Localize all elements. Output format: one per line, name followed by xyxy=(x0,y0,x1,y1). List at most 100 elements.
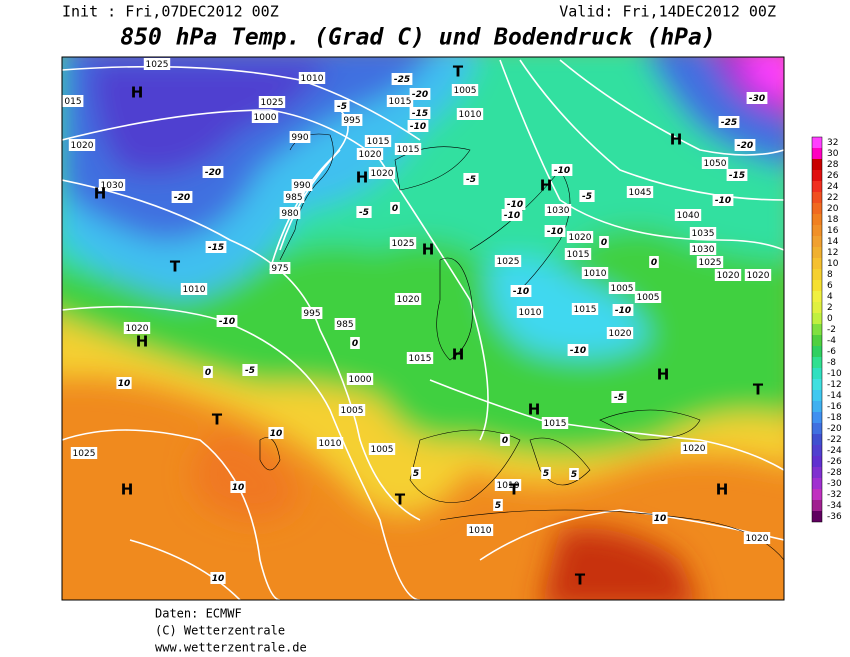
temperature-label: -20 xyxy=(205,168,221,178)
pressure-center: H xyxy=(657,366,670,384)
isobar-label: 1025 xyxy=(392,239,415,249)
isobar-label: 1020 xyxy=(746,534,769,544)
temperature-label-box xyxy=(411,467,421,479)
temperature-label-box xyxy=(356,206,372,218)
isobar-label: 1005 xyxy=(341,406,364,416)
colorbar-swatch xyxy=(812,225,822,236)
colorbar-swatch xyxy=(812,324,822,335)
isobar-label: 975 xyxy=(271,264,288,274)
isobar-label: 1000 xyxy=(254,113,277,123)
colorbar-label: -26 xyxy=(827,457,842,467)
isobar-label: 1030 xyxy=(547,206,570,216)
colorbar-label: 26 xyxy=(827,171,839,181)
footer-copyright: (C) Wetterzentrale xyxy=(155,624,285,638)
isobar-label: 1020 xyxy=(397,295,420,305)
isobar-label: 1010 xyxy=(519,308,542,318)
colorbar-swatch xyxy=(812,511,822,522)
temperature-label-box xyxy=(391,73,413,85)
isobar-label: 1015 xyxy=(567,250,590,260)
isobar-label-box xyxy=(279,207,301,219)
isobar-label-box xyxy=(743,532,771,544)
temperature-label-box xyxy=(504,198,526,210)
colorbar-label: -12 xyxy=(827,380,842,390)
isobar-label-box xyxy=(516,306,544,318)
colorbar-swatch xyxy=(812,258,822,269)
temperature-label-box xyxy=(510,285,532,297)
colorbar-swatch xyxy=(812,280,822,291)
isobar-label: 1005 xyxy=(611,284,634,294)
temperature-label-box xyxy=(210,572,226,584)
colorbar-swatch xyxy=(812,247,822,258)
temperature-label: 0 xyxy=(502,436,508,446)
isobar-label: 1020 xyxy=(71,141,94,151)
isobar-label-box xyxy=(341,114,363,126)
temperature-label: -10 xyxy=(615,306,631,316)
pressure-center: H xyxy=(136,333,149,351)
isobar-label-box xyxy=(334,318,356,330)
isobar-label-box xyxy=(494,479,522,491)
isobar-label: 1025 xyxy=(497,257,520,267)
colorbar-swatch xyxy=(812,192,822,203)
colorbar-label: 18 xyxy=(827,215,839,225)
isobar-label-box xyxy=(701,157,729,169)
temperature-label: -10 xyxy=(554,166,570,176)
colorbar-swatch xyxy=(812,423,822,434)
pressure-center: H xyxy=(528,401,541,419)
isobar-label: 1000 xyxy=(349,375,372,385)
colorbar-swatch xyxy=(812,478,822,489)
map: 1025 1010 1025 1000 995 990 1015 1020 1015 1020 99… xyxy=(62,57,784,600)
isobar-label: 1020 xyxy=(371,169,394,179)
isobar-label: 1015 xyxy=(397,145,420,155)
isobar-label-box xyxy=(283,191,305,203)
colorbar-label: -4 xyxy=(827,336,836,346)
pressure-center: H xyxy=(356,169,369,187)
colorbar-swatch xyxy=(812,335,822,346)
colorbar-label: 0 xyxy=(827,314,833,324)
isobar-label: 1030 xyxy=(101,181,124,191)
isobar-label-box xyxy=(368,443,396,455)
colorbar-swatch xyxy=(812,456,822,467)
pressure-center: H xyxy=(121,481,134,499)
colorbar-swatch xyxy=(812,181,822,192)
pressure-center: T xyxy=(395,491,406,509)
colorbar-label: 4 xyxy=(827,292,833,302)
colorbar-label: -16 xyxy=(827,402,842,412)
isobar-label-box xyxy=(251,111,279,123)
isobar-label: 990 xyxy=(291,133,308,143)
isobar-label-box xyxy=(564,248,592,260)
isobar-label: 995 xyxy=(303,309,320,319)
temperature-label: -10 xyxy=(504,211,520,221)
isobar-label-box xyxy=(714,269,742,281)
map-labels: 1025 1010 1025 1000 995 990 1015 1020 1015 1020 99… xyxy=(62,58,772,589)
isobar-label: 1020 xyxy=(609,329,632,339)
isobar-label-box xyxy=(368,167,396,179)
isobar-label: 1010 xyxy=(584,269,607,279)
colorbar-label: 28 xyxy=(827,160,839,170)
colorbar-label: -30 xyxy=(827,479,842,489)
temperature-label-box xyxy=(203,366,213,378)
isobar-label: 1040 xyxy=(677,211,700,221)
valid-time: Valid: Fri,14DEC2012 00Z xyxy=(559,3,776,21)
isobar-label-box xyxy=(338,404,366,416)
isobar-label-box xyxy=(634,291,662,303)
temperature-label-box xyxy=(205,241,227,253)
temperature-label: 5 xyxy=(571,470,577,480)
isobar-label: 1015 xyxy=(409,354,432,364)
isobar-label: 990 xyxy=(293,181,310,191)
temperature-label-box xyxy=(544,225,566,237)
colorbar-swatch xyxy=(812,379,822,390)
isobar-label-box xyxy=(346,373,374,385)
temperature-label-box xyxy=(116,377,132,389)
isobar-label-box xyxy=(744,269,772,281)
colorbar-label: -20 xyxy=(827,424,842,434)
isobar-label: 015 xyxy=(64,97,81,107)
pressure-center: H xyxy=(452,346,465,364)
colorbar-swatch xyxy=(812,412,822,423)
temperature-label: 10 xyxy=(654,514,667,524)
temperature-label-box xyxy=(390,202,400,214)
temperature-label: -10 xyxy=(219,317,235,327)
colorbar-swatch xyxy=(812,445,822,456)
colorbar-swatch xyxy=(812,214,822,225)
